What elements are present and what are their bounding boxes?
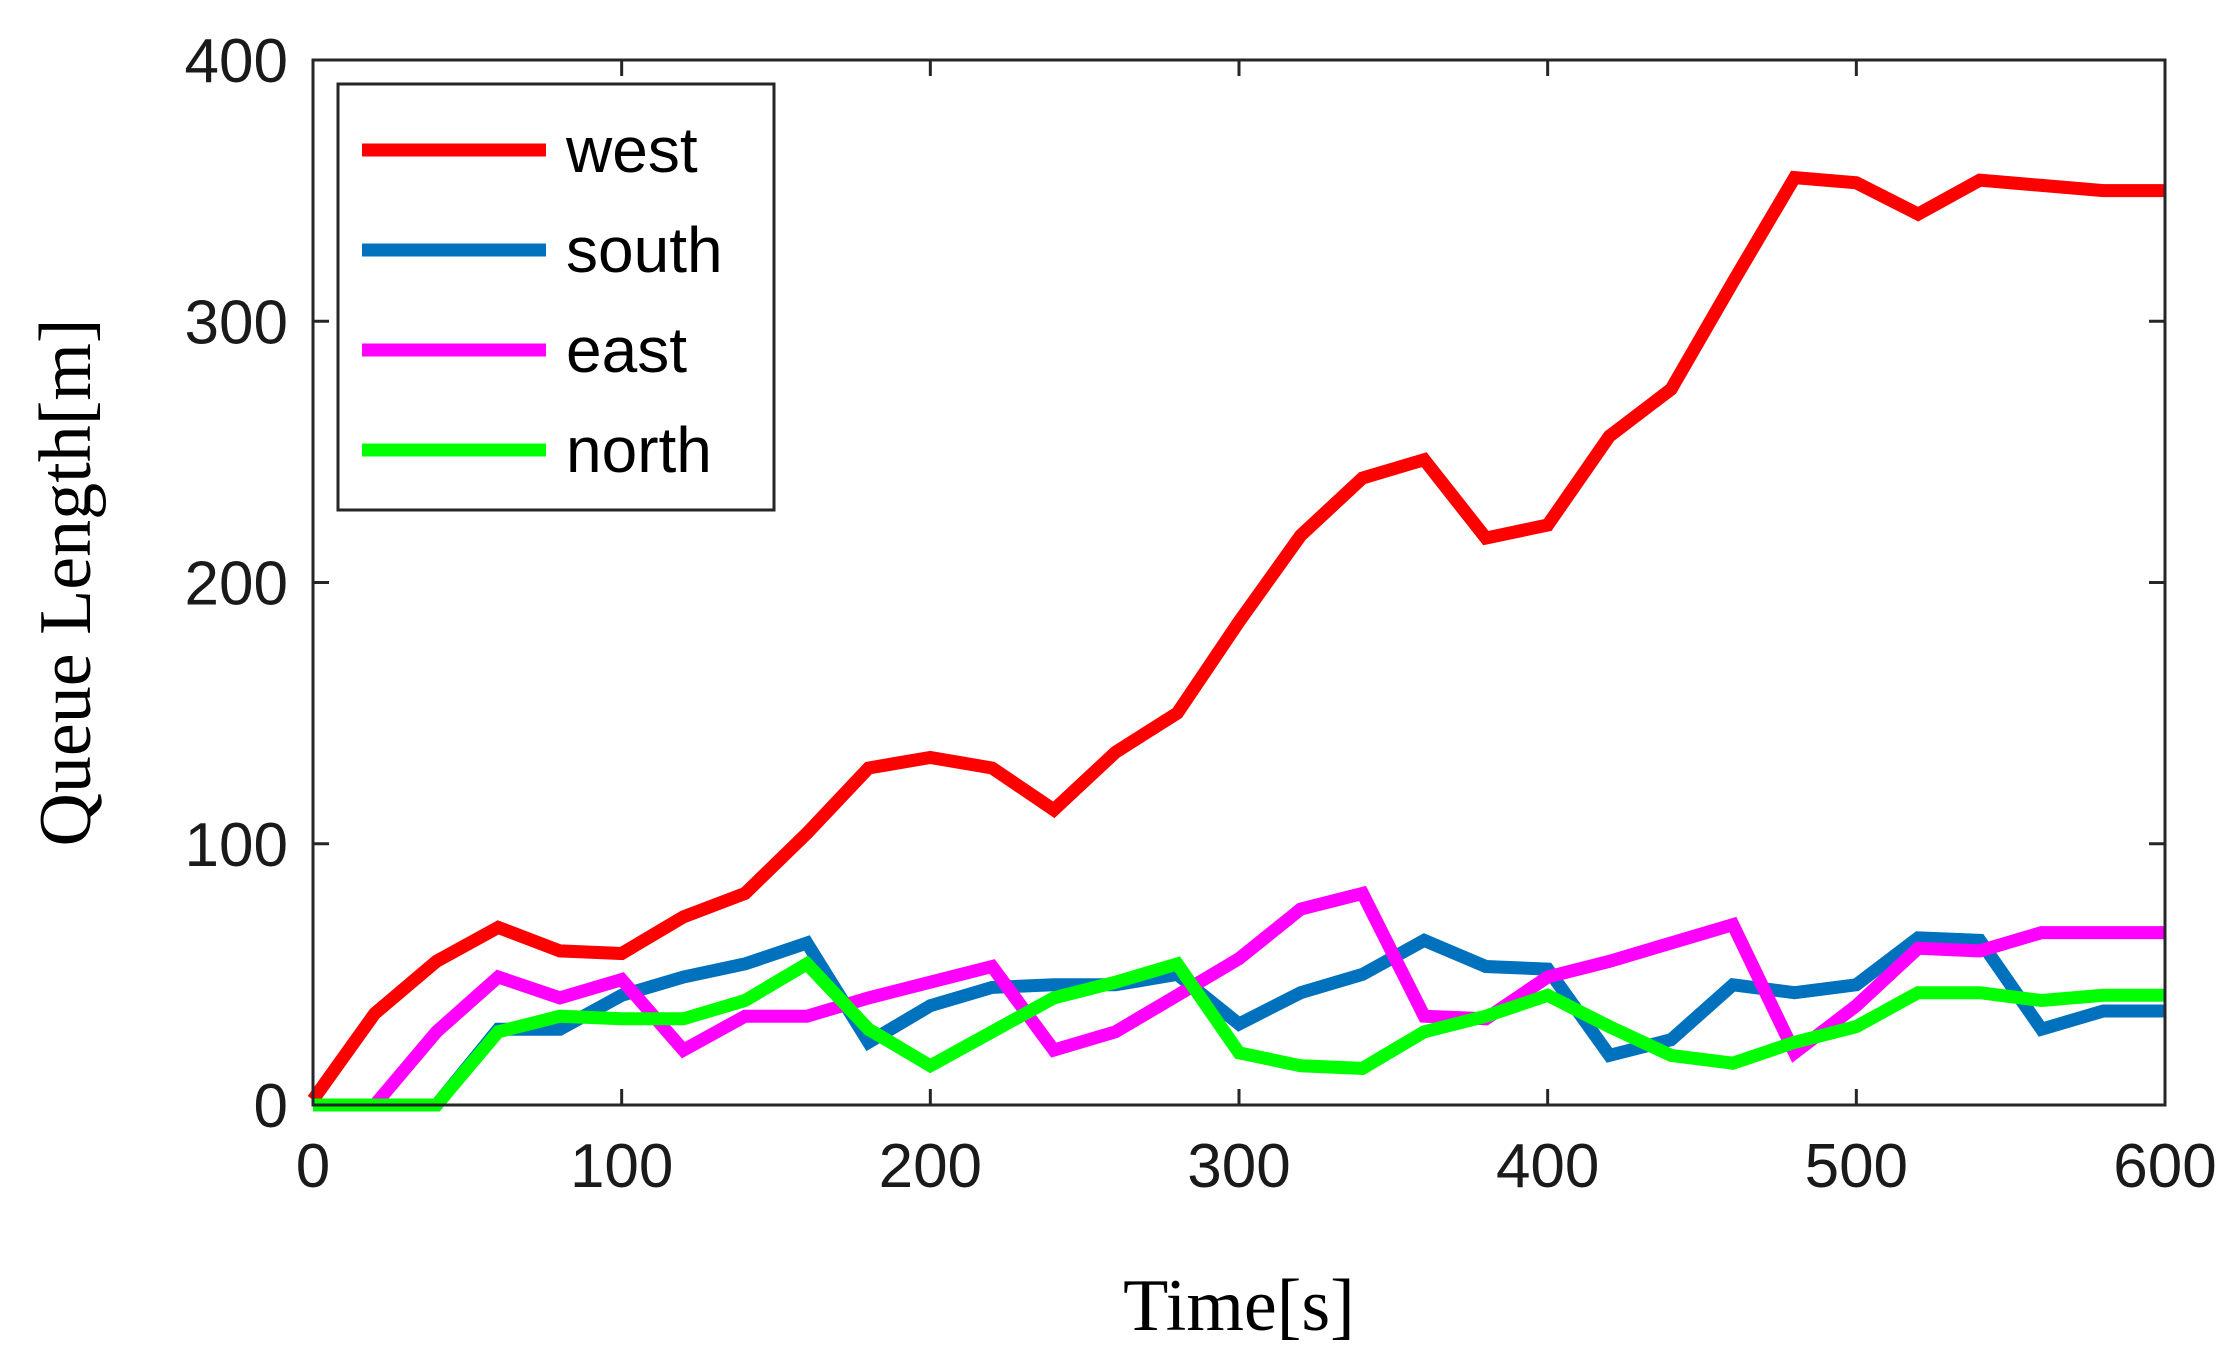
y-tick-label: 0 [254,1072,288,1141]
series-layer [307,170,2165,1112]
legend-label-east: east [566,314,687,386]
legend-label-north: north [566,414,712,486]
x-tick-label: 200 [879,1132,982,1201]
legend-label-south: south [566,214,723,286]
y-tick-label: 400 [185,27,288,96]
y-tick-label: 200 [185,550,288,619]
x-tick-label: 300 [1187,1132,1290,1201]
x-tick-label: 400 [1496,1132,1599,1201]
x-tick-label: 600 [2113,1132,2216,1201]
series-line-west [307,170,2165,1104]
series-line-north [313,955,2165,1112]
y-tick-label: 100 [185,811,288,880]
x-axis-title: Time[s] [1123,1265,1355,1347]
series-line-east [313,885,2165,1112]
series-line-south [313,931,2165,1112]
legend: west south east north [336,82,776,512]
x-tick-label: 100 [570,1132,673,1201]
y-tick-label: 300 [185,288,288,357]
legend-label-west: west [565,114,698,186]
x-tick-label: 0 [296,1132,330,1201]
x-tick-label: 500 [1805,1132,1908,1201]
y-axis-title: Queue Length[m] [25,318,107,846]
ticks-layer: 0 100 200 300 400 500 600 0 100 200 300 400 [185,27,2217,1201]
